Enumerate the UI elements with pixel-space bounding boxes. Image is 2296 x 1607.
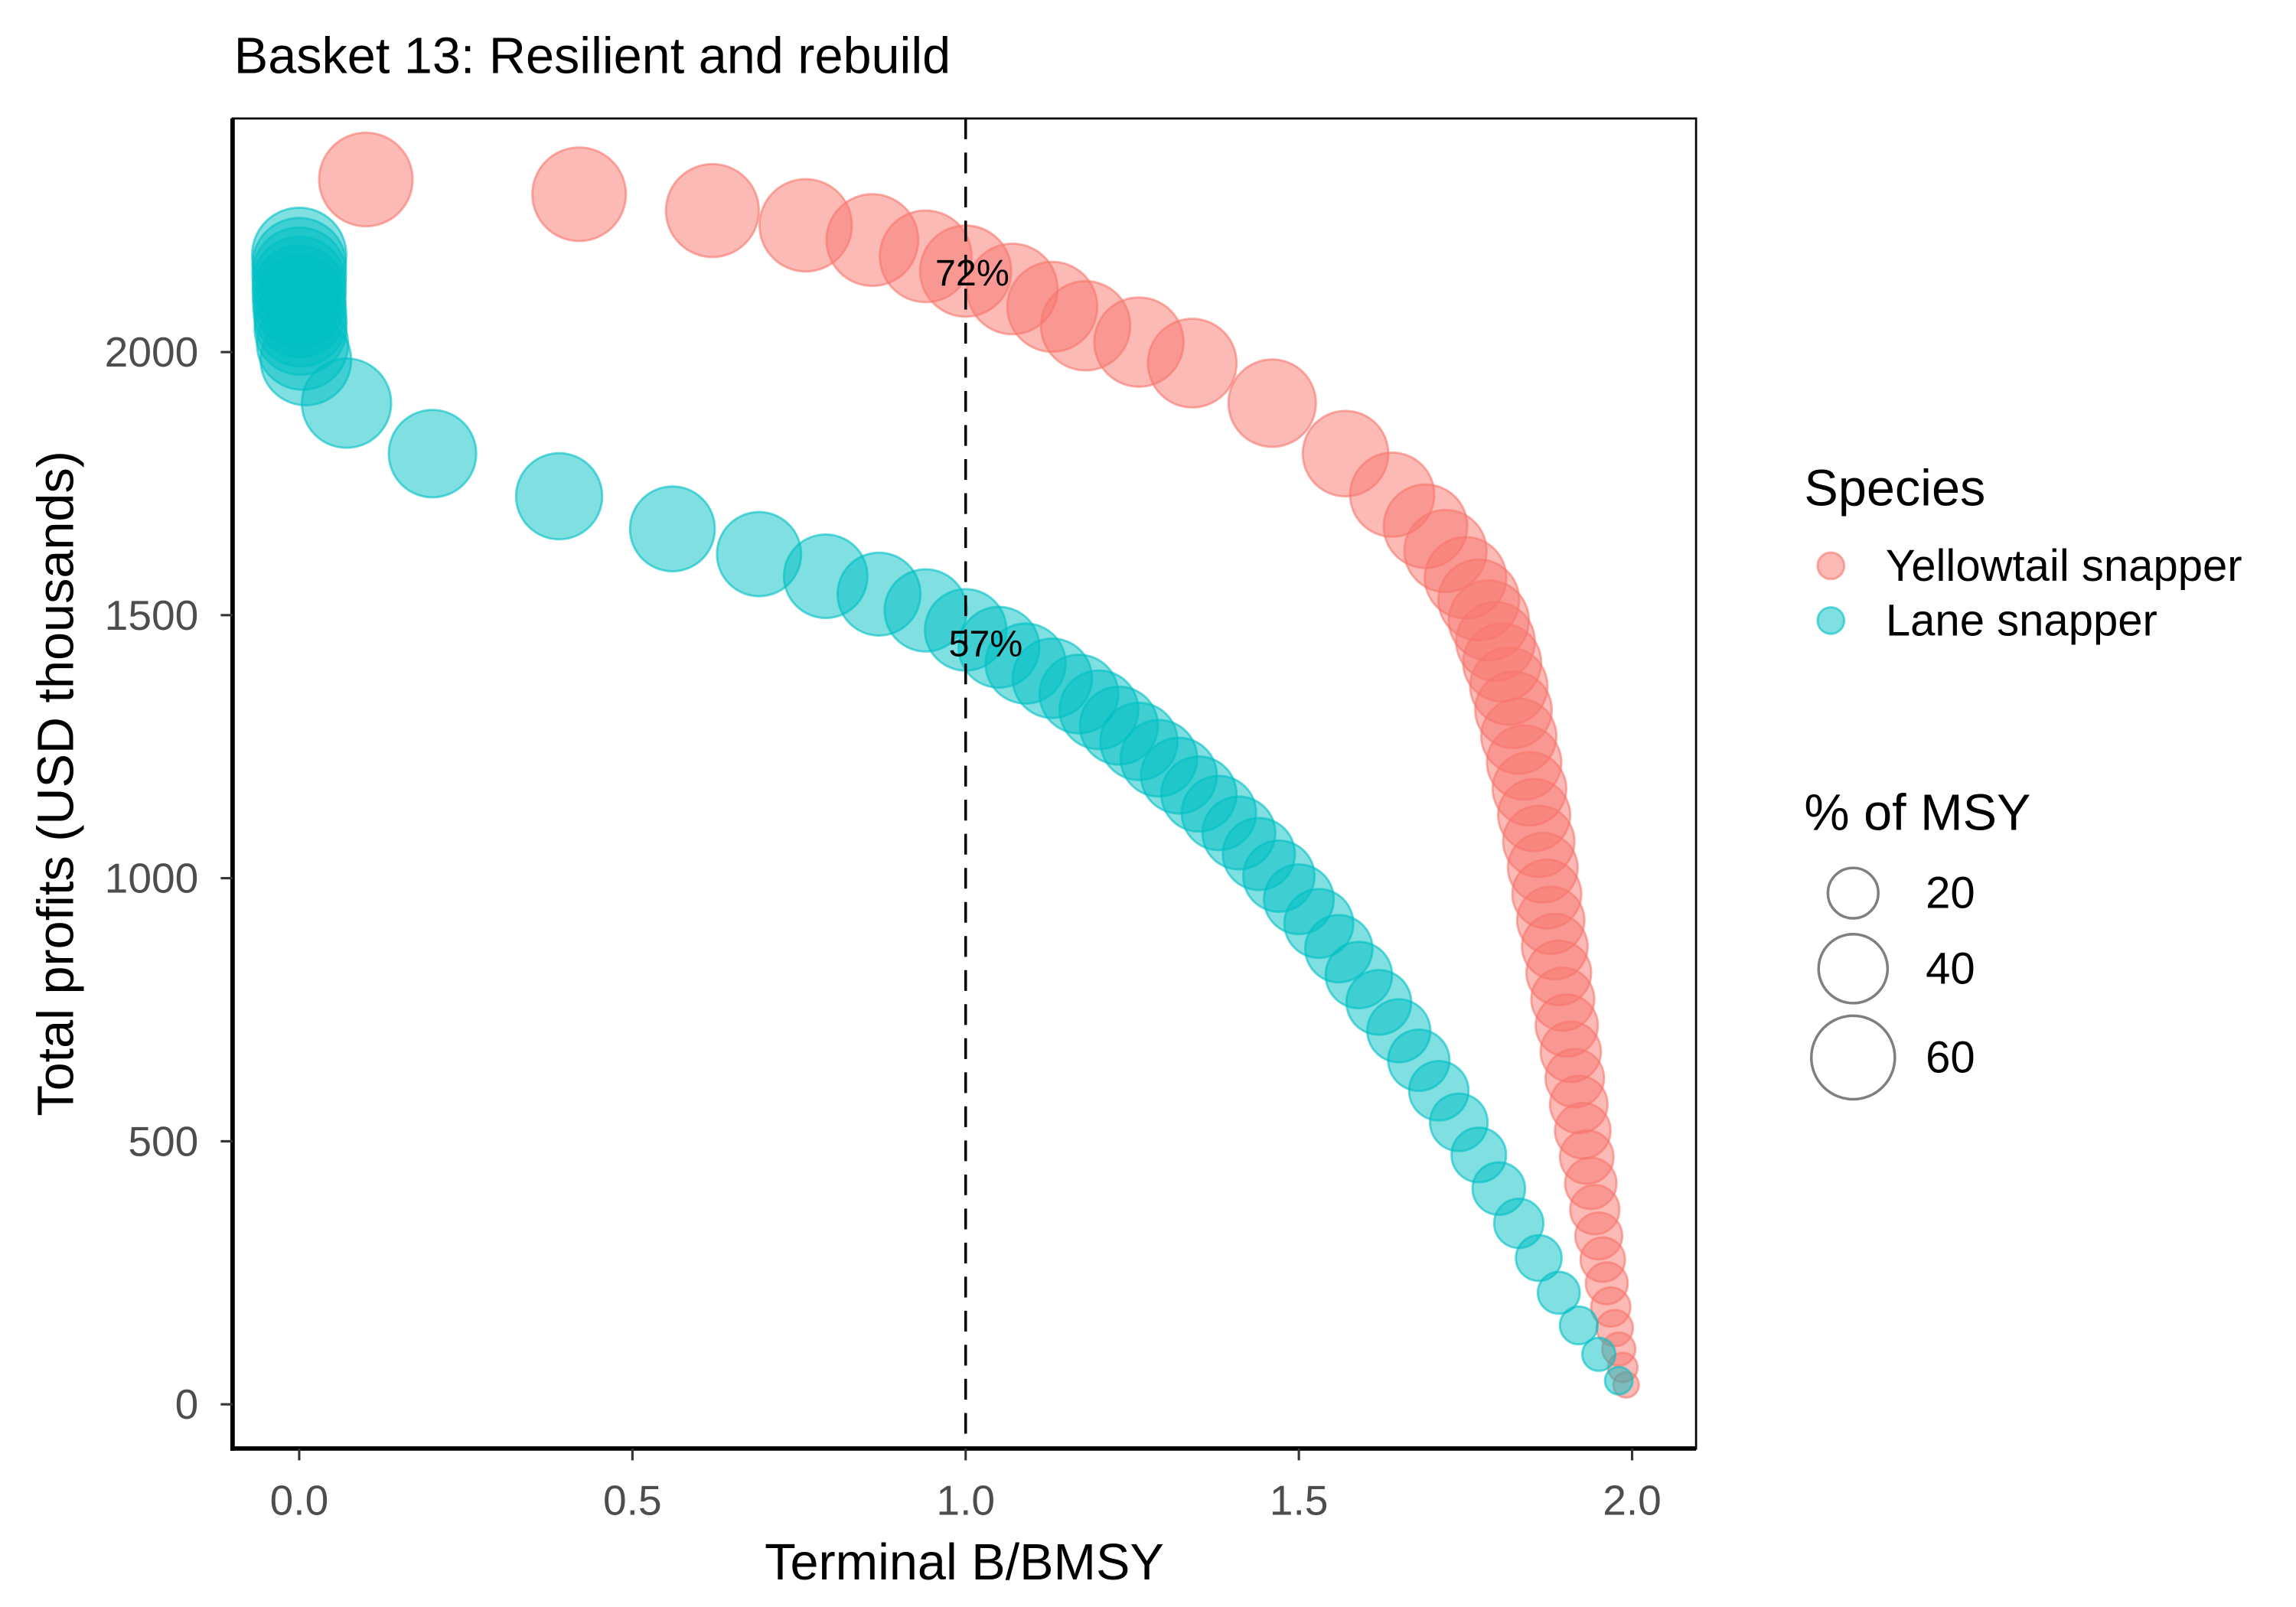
y-axis-title: Total profits (USD thousands) <box>28 451 85 1116</box>
annotation-layer: 72% 57% <box>935 253 1022 665</box>
y-tick-label: 2000 <box>105 328 199 376</box>
legend-label-yellowtail-snapper: Yellowtail snapper <box>1886 541 2242 591</box>
x-tick-label: 0.0 <box>270 1477 329 1524</box>
legend-size-label: 40 <box>1926 944 1975 993</box>
x-tick-label: 2.0 <box>1603 1477 1662 1524</box>
y-axis-ticks: 0 500 1000 1500 2000 <box>105 328 233 1428</box>
point-annotation-label: 72% <box>935 253 1009 294</box>
x-tick-label: 0.5 <box>603 1477 662 1524</box>
legend-size-label: 60 <box>1926 1032 1975 1082</box>
point-yellowtail-snapper <box>1146 318 1238 409</box>
y-tick-label: 1500 <box>105 592 199 639</box>
point-lane-snapper <box>1558 1305 1599 1346</box>
legend-size-key <box>1817 933 1890 1005</box>
point-lane-snapper <box>1536 1270 1581 1315</box>
point-annotation-label: 57% <box>948 624 1022 665</box>
y-tick-label: 1000 <box>105 855 199 902</box>
point-lane-snapper <box>1515 1234 1563 1283</box>
legend-title-size: % of MSY <box>1804 785 2030 842</box>
point-lane-snapper <box>1580 1336 1617 1372</box>
legend-size-keys: 20 40 60 <box>1809 866 1975 1101</box>
points-layer <box>250 132 1640 1399</box>
point-yellowtail-snapper <box>531 146 628 243</box>
series-yellowtail-snapper <box>318 132 1640 1399</box>
x-tick-label: 1.0 <box>936 1477 995 1524</box>
point-lane-snapper <box>514 451 604 541</box>
point-lane-snapper <box>1603 1365 1634 1396</box>
x-tick-label: 1.5 <box>1270 1477 1329 1524</box>
point-lane-snapper <box>387 409 478 499</box>
legend-key-lane-snapper <box>1816 606 1846 635</box>
legend-size-key <box>1826 866 1880 920</box>
y-tick-label: 500 <box>128 1117 198 1165</box>
point-lane-snapper <box>300 357 393 449</box>
legend-label-lane-snapper: Lane snapper <box>1886 595 2157 645</box>
legend-key-yellowtail-snapper <box>1816 551 1846 581</box>
legend-size-key <box>1809 1014 1896 1101</box>
x-axis-title: Terminal B/BMSY <box>765 1534 1164 1591</box>
legend-title-species: Species <box>1804 461 1985 517</box>
x-axis-ticks: 0.0 0.5 1.0 1.5 2.0 <box>270 1448 1662 1524</box>
point-yellowtail-snapper <box>1227 358 1317 448</box>
point-lane-snapper <box>628 485 716 572</box>
chart-title: Basket 13: Resilient and rebuild <box>234 28 951 85</box>
y-tick-label: 0 <box>175 1380 199 1428</box>
point-yellowtail-snapper <box>664 162 761 259</box>
point-yellowtail-snapper <box>318 132 414 228</box>
legend-size-label: 20 <box>1926 869 1975 918</box>
